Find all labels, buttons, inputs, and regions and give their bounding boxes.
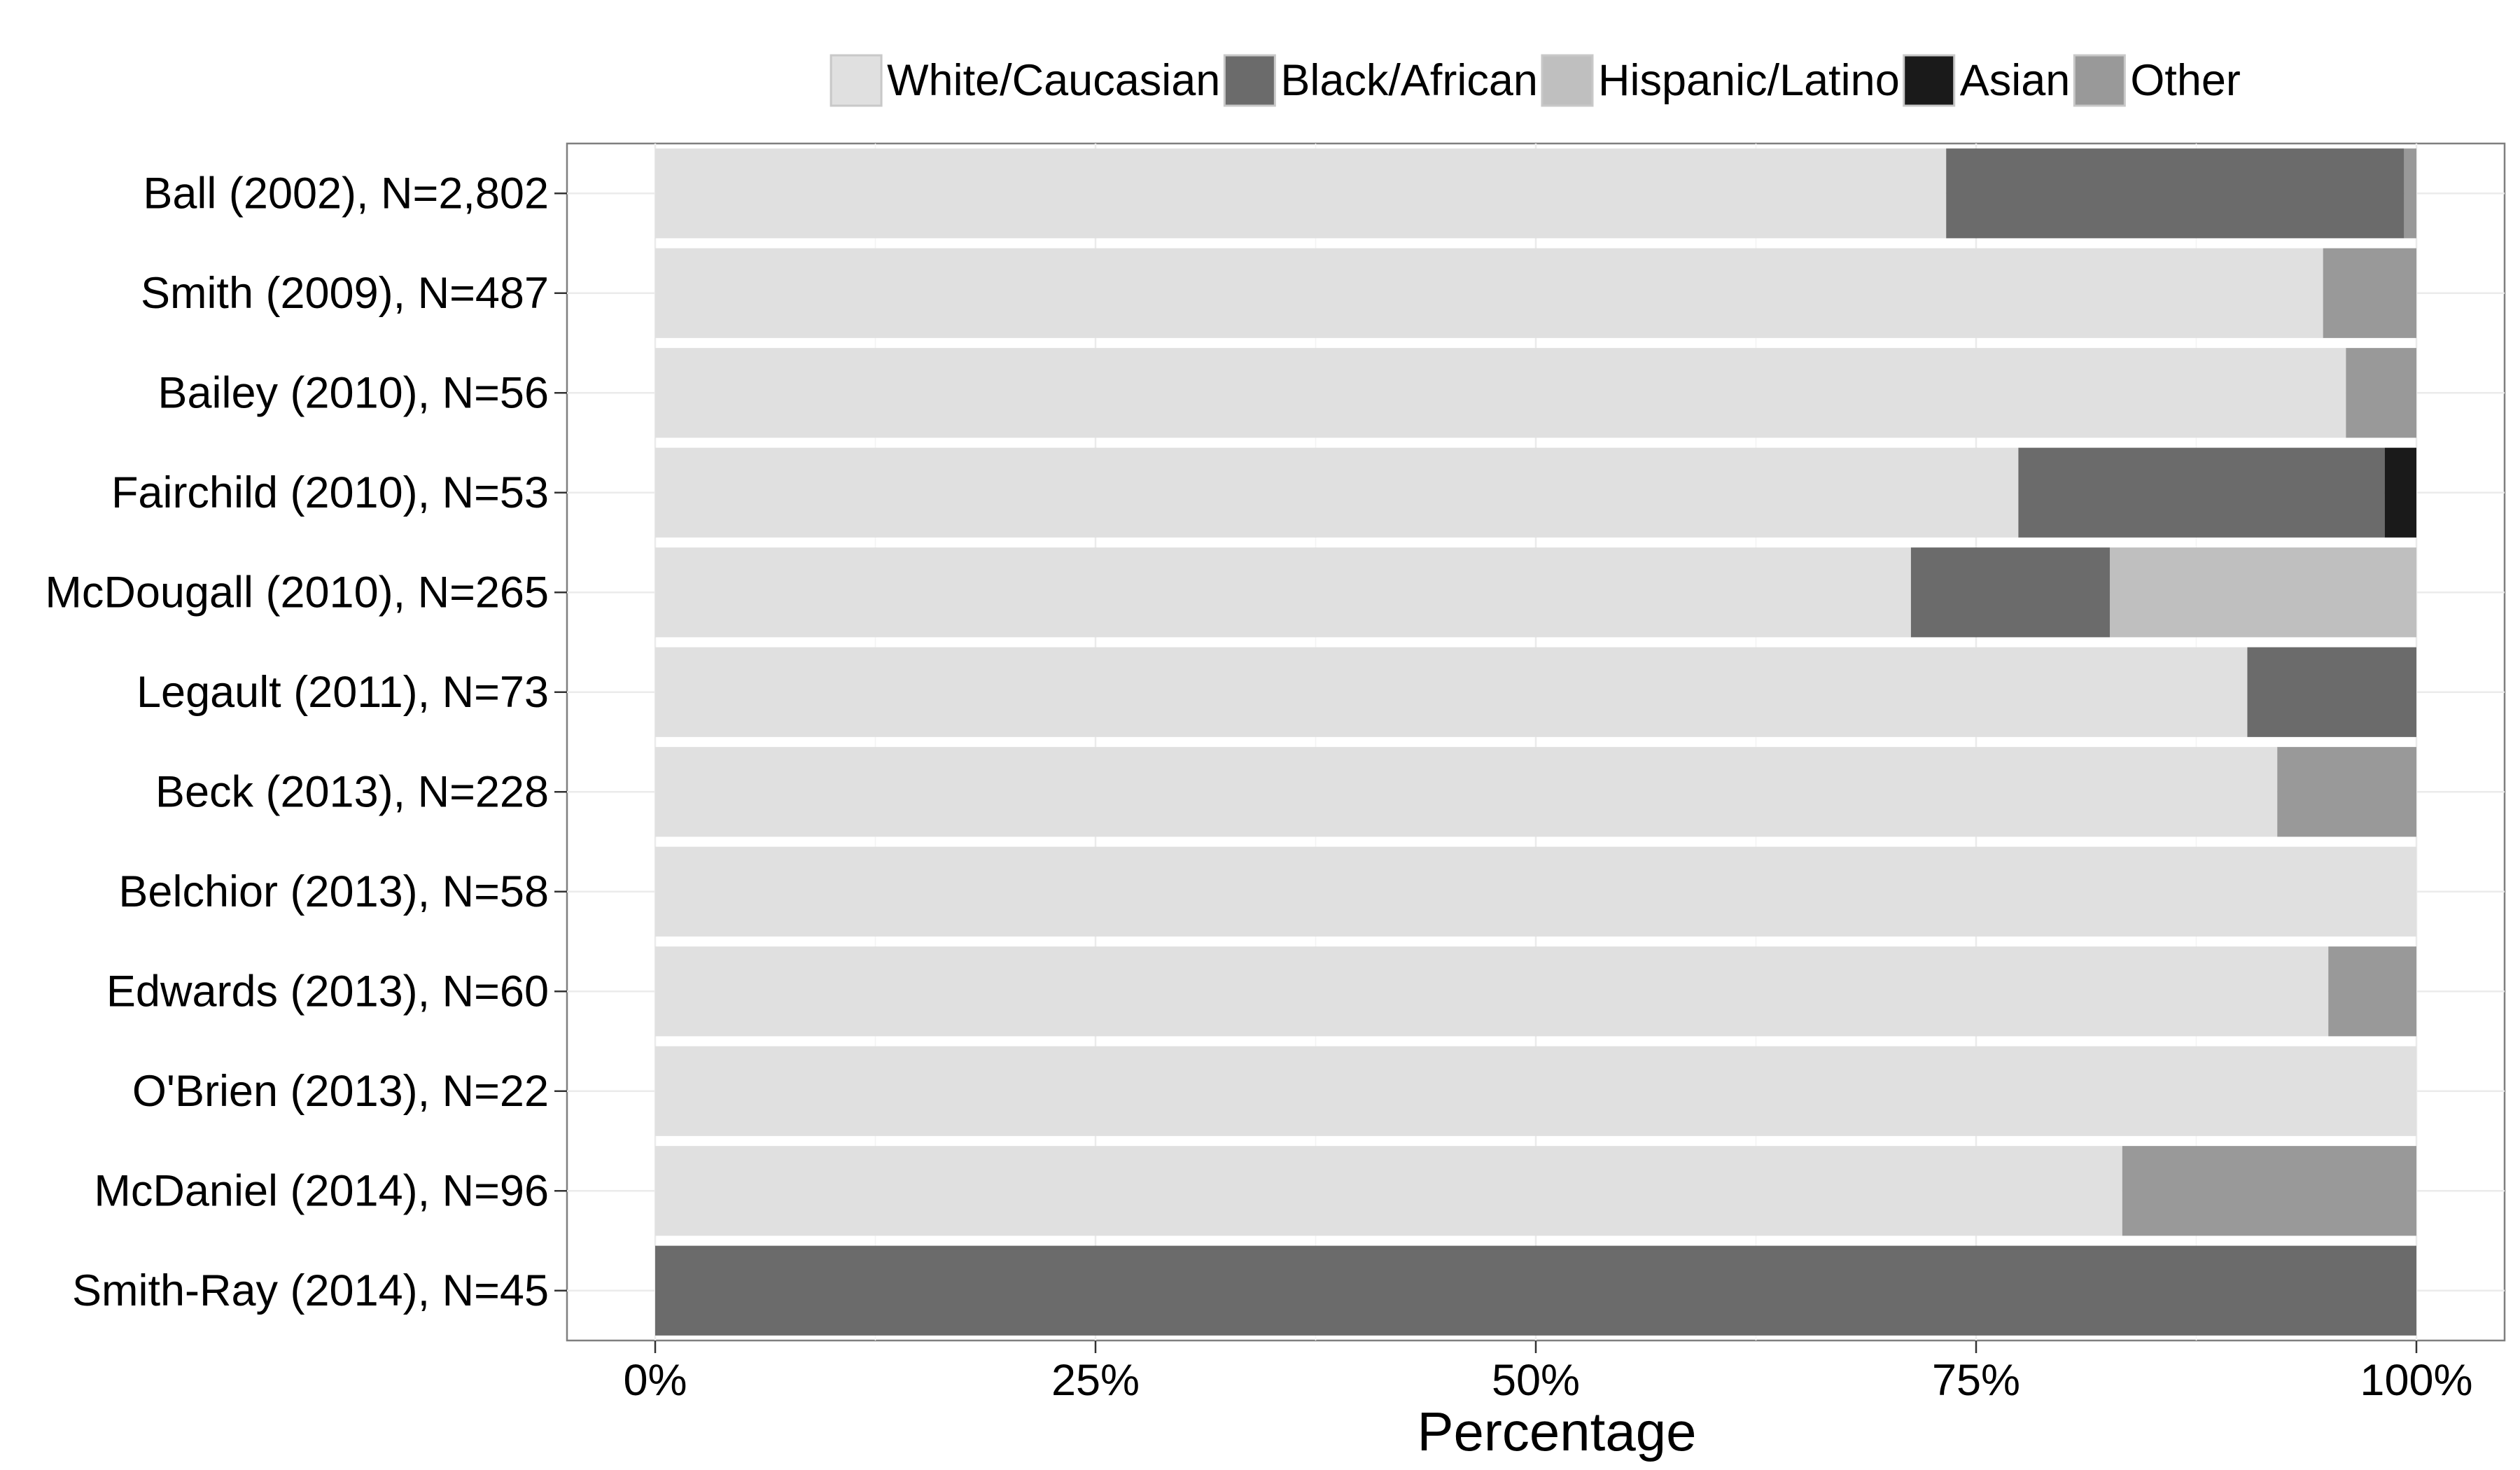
legend-key-white-caucasian [830, 54, 883, 107]
bar-segment-other [2277, 747, 2416, 837]
bar-segment-white-caucasian [655, 846, 2416, 937]
bar-segment-other [2122, 1146, 2416, 1236]
x-tick-label: 25% [1051, 1356, 1140, 1405]
y-tick-label: O'Brien (2013), N=22 [132, 1067, 549, 1116]
bar-segment-black-african [2018, 447, 2385, 538]
y-tick-label: Legault (2011), N=73 [136, 668, 549, 717]
y-tick-label: Beck (2013), N=228 [155, 767, 549, 816]
bar-segment-hispanic-latino [2110, 547, 2416, 638]
legend: White/Caucasian Black/African Hispanic/Lat… [830, 54, 2241, 107]
bar-segment-black-african [655, 1245, 2416, 1336]
y-tick-label: Smith-Ray (2014), N=45 [72, 1266, 549, 1315]
legend-label-white-caucasian: White/Caucasian [887, 56, 1220, 105]
legend-key-other [2073, 54, 2126, 107]
y-tick-label: McDougall (2010), N=265 [45, 568, 549, 617]
legend-label-asian: Asian [1960, 56, 2071, 105]
bar-segment-black-african [1910, 547, 2110, 638]
bar-segment-black-african [2247, 647, 2416, 737]
x-tick-label: 50% [1492, 1356, 1580, 1405]
bar-segment-white-caucasian [655, 447, 2019, 538]
legend-key-asian [1903, 54, 1956, 107]
bar-segment-white-caucasian [655, 946, 2329, 1037]
bar-segment-white-caucasian [655, 1046, 2416, 1136]
y-tick-label: Fairchild (2010), N=53 [111, 468, 549, 517]
x-axis: 0% 25% 50% 75% 100% [623, 1340, 2473, 1405]
y-tick-label: McDaniel (2014), N=96 [94, 1166, 549, 1215]
bar-segment-other [2328, 946, 2416, 1037]
bars [655, 148, 2416, 1336]
y-tick-label: Smith (2009), N=487 [141, 269, 549, 318]
bar-segment-white-caucasian [655, 248, 2323, 338]
bar-segment-white-caucasian [655, 547, 1911, 638]
bar-segment-white-caucasian [655, 148, 1947, 239]
bar-segment-other [2346, 348, 2416, 438]
bar-segment-white-caucasian [655, 1146, 2122, 1236]
legend-label-hispanic-latino: Hispanic/Latino [1598, 56, 1900, 105]
legend-key-black-african [1223, 54, 1276, 107]
bar-segment-white-caucasian [655, 647, 2248, 737]
bar-segment-white-caucasian [655, 348, 2346, 438]
x-axis-title: Percentage [1418, 1401, 1697, 1462]
bar-segment-other [2323, 248, 2416, 338]
y-axis: Ball (2002), N=2,802 Smith (2009), N=487 B… [45, 169, 567, 1315]
y-tick-label: Belchior (2013), N=58 [118, 867, 549, 916]
bar-segment-other [2404, 148, 2416, 239]
legend-key-hispanic-latino [1541, 54, 1594, 107]
bar-segment-black-african [1946, 148, 2404, 239]
bar-segment-asian [2384, 447, 2416, 538]
x-tick-label: 0% [623, 1356, 687, 1405]
x-tick-label: 75% [1932, 1356, 2020, 1405]
y-tick-label: Ball (2002), N=2,802 [143, 169, 549, 218]
x-tick-label: 100% [2360, 1356, 2472, 1405]
legend-label-other: Other [2130, 56, 2241, 105]
y-tick-label: Edwards (2013), N=60 [106, 967, 549, 1016]
legend-label-black-african: Black/African [1280, 56, 1538, 105]
y-tick-label: Bailey (2010), N=56 [158, 368, 549, 417]
bar-segment-white-caucasian [655, 747, 2278, 837]
